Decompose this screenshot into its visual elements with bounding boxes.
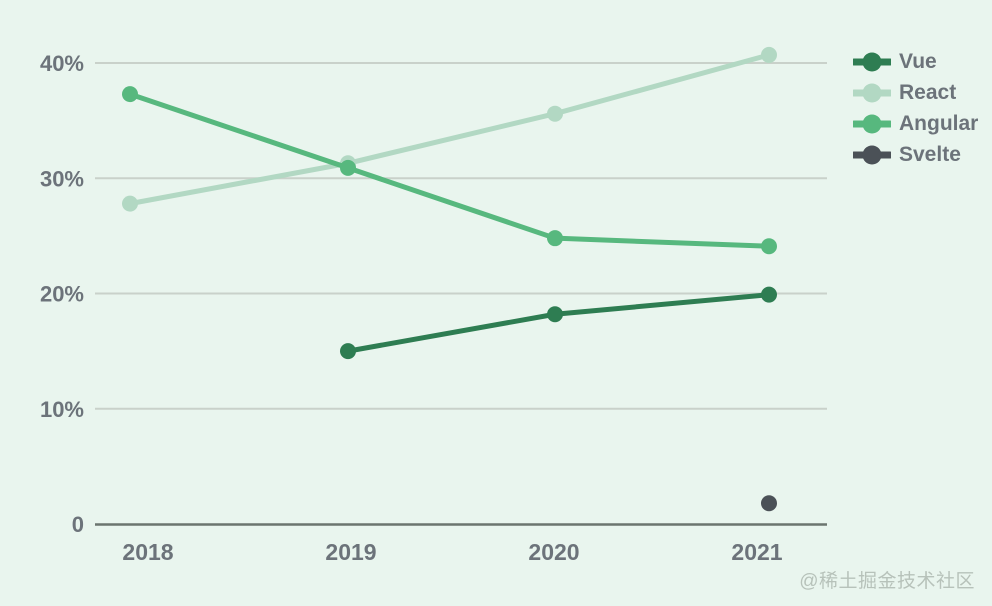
point-react-2020	[547, 105, 563, 122]
legend-label-vue: Vue	[899, 50, 937, 73]
point-vue-2019	[340, 343, 356, 360]
legend-marker-react-icon	[853, 83, 891, 102]
point-angular-2019	[340, 159, 356, 176]
legend-label-react: React	[899, 81, 957, 104]
point-vue-2021	[761, 286, 777, 303]
legend-marker-svelte-icon	[853, 145, 891, 164]
legend-item-react: React	[853, 77, 978, 108]
legend-item-svelte: Svelte	[853, 139, 978, 170]
x-tick-label-2019: 2019	[325, 539, 376, 565]
legend-marker-angular-icon	[853, 114, 891, 133]
point-angular-2021	[761, 238, 777, 255]
x-tick-label-2018: 2018	[122, 539, 173, 565]
y-tick-label-20: 20%	[40, 282, 84, 307]
series-line-react	[127, 52, 772, 207]
point-vue-2020	[547, 306, 563, 323]
legend-label-angular: Angular	[899, 112, 979, 135]
y-tick-label-30: 30%	[40, 166, 84, 191]
x-tick-label-2020: 2020	[528, 539, 579, 565]
point-angular-2020	[547, 230, 563, 247]
series-layer	[122, 46, 777, 512]
y-tick-label-0: 0	[72, 512, 84, 537]
legend-marker-vue-icon	[853, 52, 891, 71]
point-react-2018	[122, 195, 138, 212]
watermark-text: @稀土掘金技术社区	[799, 571, 975, 592]
series-line-vue	[345, 292, 772, 354]
gridlines	[95, 62, 827, 410]
point-svelte-2021	[761, 495, 777, 512]
point-angular-2018	[122, 86, 138, 103]
legend-label-svelte: Svelte	[899, 143, 961, 166]
y-axis: 40% 30% 20% 10% 0	[40, 51, 84, 537]
legend-item-angular: Angular	[853, 108, 978, 139]
x-axis: 2018 2019 2020 2021	[122, 539, 782, 565]
point-react-2021	[761, 46, 777, 63]
y-tick-label-40: 40%	[40, 51, 84, 76]
x-tick-label-2021: 2021	[731, 539, 782, 565]
legend: Vue React Angular Svelte	[853, 46, 978, 170]
series-line-angular	[127, 91, 772, 249]
y-tick-label-10: 10%	[40, 397, 84, 422]
legend-item-vue: Vue	[853, 46, 978, 77]
